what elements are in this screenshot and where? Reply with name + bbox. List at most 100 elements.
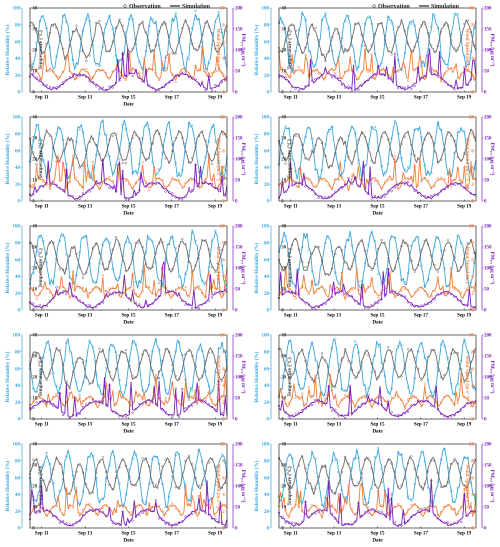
rh-tick-label: 100	[13, 443, 21, 448]
obs-point-wind	[48, 70, 52, 73]
obs-point-pm	[433, 72, 436, 76]
pm-tick-label: 100	[484, 485, 492, 490]
obs-markers-rh	[277, 119, 476, 182]
temp-tick-label: 20	[32, 267, 38, 272]
sim-line-temp	[29, 236, 228, 276]
obs-point-wind	[436, 177, 440, 180]
obs-point-wind	[141, 161, 144, 164]
pm-tick-label: 100	[484, 267, 492, 272]
obs-point-pm	[354, 520, 357, 523]
rh-tick-label: 60	[264, 149, 270, 154]
rh-axis-label: Relative Humidity (%)	[253, 242, 260, 293]
obs-point-rh	[45, 451, 48, 455]
rh-tick-label: 60	[264, 476, 270, 481]
obs-point-pm	[287, 415, 291, 418]
obs-point-temp	[111, 134, 114, 138]
obs-point-pm	[157, 517, 161, 520]
wind-tick-label: 10	[469, 225, 475, 230]
temp-tick-label: 40	[32, 334, 38, 339]
temp-tick-label: 30	[32, 464, 38, 469]
rh-tick-label: 40	[264, 166, 270, 171]
rh-tick-label: 40	[264, 57, 270, 62]
wind-tick-label: 10	[220, 7, 226, 12]
obs-point-rh	[377, 446, 380, 450]
obs-point-pm	[154, 499, 157, 502]
obs-point-pm	[191, 306, 194, 310]
obs-point-pm	[350, 183, 353, 186]
obs-point-wind	[148, 188, 151, 192]
obs-point-wind	[214, 514, 217, 517]
obs-point-pm	[446, 415, 450, 419]
pm-tick-label: 50	[235, 397, 241, 402]
wind-tick-label: 4	[471, 384, 474, 389]
pm-tick-label: 100	[235, 49, 243, 54]
sim-line-wind	[278, 157, 477, 192]
obs-point-wind	[197, 285, 201, 288]
obs-point-pm	[291, 521, 294, 524]
temp-axis-label: Temperature (°C)	[37, 357, 44, 397]
obs-point-rh	[187, 398, 191, 401]
wind-tick-label: 8	[471, 24, 474, 29]
pm-tick-label: 0	[484, 527, 487, 532]
wind-tick-label: 0	[222, 200, 225, 205]
pm-tick-label: 50	[235, 288, 241, 293]
pm-tick-label: 150	[484, 246, 492, 251]
obs-point-temp	[390, 53, 393, 56]
rh-tick-label: 100	[262, 225, 270, 230]
x-tick-label: Sep 19	[208, 532, 223, 537]
obs-point-wind	[393, 296, 397, 299]
temp-tick-label: 30	[32, 355, 38, 360]
temp-tick-label: 30	[32, 28, 38, 33]
obs-point-pm	[446, 521, 450, 524]
obs-point-wind	[171, 502, 174, 505]
pm-tick-label: 0	[484, 200, 487, 205]
obs-point-wind	[118, 157, 121, 161]
obs-point-wind	[181, 70, 184, 73]
obs-point-wind	[337, 179, 340, 182]
wind-tick-label: 10	[469, 7, 475, 12]
wind-axis-label: Wind Speed (m s⁻¹)	[464, 137, 471, 181]
obs-point-pm	[456, 182, 459, 186]
obs-point-wind	[350, 288, 353, 291]
obs-point-pm	[78, 519, 81, 522]
x-tick-label: Sep 19	[208, 314, 223, 319]
obs-point-wind	[446, 66, 450, 70]
obs-point-pm	[377, 301, 380, 304]
pm-tick-label: 150	[235, 464, 243, 469]
temp-tick-label: 20	[281, 49, 287, 54]
obs-point-rh	[194, 9, 197, 13]
obs-point-wind	[184, 285, 187, 289]
temp-tick-label: 30	[281, 464, 287, 469]
temp-tick-label: 0	[281, 91, 284, 96]
wind-tick-label: 6	[471, 476, 474, 481]
rh-tick-label: 100	[13, 116, 21, 121]
obs-point-wind	[101, 274, 104, 277]
obs-point-pm	[413, 84, 416, 88]
obs-point-temp	[101, 456, 104, 459]
wind-tick-label: 8	[222, 133, 225, 138]
obs-point-pm	[101, 86, 104, 89]
obs-point-pm	[65, 292, 68, 296]
obs-point-wind	[440, 176, 443, 180]
obs-point-pm	[284, 411, 287, 414]
plot-frame	[278, 7, 477, 93]
obs-point-pm	[184, 407, 187, 410]
temp-tick-label: 40	[32, 225, 38, 230]
obs-point-wind	[108, 176, 111, 179]
temp-tick-label: 20	[32, 49, 38, 54]
temp-axis-label: Temperature (°C)	[37, 30, 44, 70]
temp-tick-label: 10	[281, 179, 287, 184]
obs-point-wind	[88, 502, 91, 506]
x-tick-label: Sep 11	[35, 96, 49, 101]
wind-tick-label: 2	[222, 510, 225, 515]
obs-point-pm	[370, 303, 373, 307]
x-tick-label: Sep 19	[208, 205, 223, 210]
obs-point-rh	[157, 282, 161, 285]
pm-tick-label: 100	[235, 485, 243, 490]
wind-axis-label: Wind Speed (m s⁻¹)	[464, 355, 471, 399]
temp-tick-label: 40	[32, 116, 38, 121]
sim-line-pm	[278, 268, 477, 309]
obs-point-pm	[450, 415, 453, 418]
wind-tick-label: 4	[222, 166, 225, 171]
